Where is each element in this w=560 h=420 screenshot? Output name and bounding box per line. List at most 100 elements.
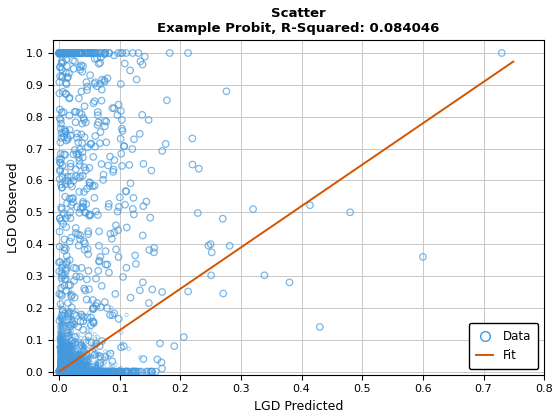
Point (59, 365, 68, 372)
Point (58, 368, 67, 375)
Point (56, 368, 65, 375)
Point (94, 368, 102, 375)
Point (62, 367, 71, 373)
Point (76, 352, 85, 359)
Point (79, 362, 88, 369)
Point (96, 353, 105, 360)
Point (67, 333, 76, 339)
Point (57, 360, 66, 367)
Point (63, 368, 72, 375)
Point (55, 368, 64, 375)
Point (69, 368, 78, 375)
Point (73, 368, 82, 375)
Point (69, 368, 78, 375)
Point (55, 368, 64, 375)
Point (66, 368, 74, 375)
Point (68, 368, 77, 375)
Point (64, 368, 73, 375)
Point (92, 55, 101, 62)
Point (57, 366, 66, 373)
Point (60, 368, 69, 375)
Point (70, 368, 79, 375)
Point (60, 367, 69, 374)
Point (91, 365, 100, 371)
Point (80, 335, 89, 341)
Point (63, 368, 72, 375)
Point (63, 368, 72, 375)
Point (82, 351, 91, 357)
Point (73, 368, 82, 375)
Point (58, 368, 67, 375)
Point (73, 368, 82, 375)
Point (72, 368, 81, 375)
Point (64, 368, 73, 375)
Point (55, 368, 64, 375)
Point (57, 368, 66, 375)
Point (57, 368, 66, 375)
Point (60, 368, 69, 375)
Point (55, 368, 64, 375)
Point (84, 368, 93, 375)
Point (63, 368, 72, 375)
Point (55, 359, 64, 366)
Point (56, 348, 65, 354)
Point (62, 368, 71, 375)
Point (63, 368, 72, 375)
Point (61, 368, 70, 375)
Point (66, 368, 75, 375)
Point (74, 368, 83, 375)
Point (57, 368, 66, 375)
Point (60, 368, 69, 375)
Point (57, 368, 66, 375)
Point (58, 368, 67, 375)
Point (62, 368, 71, 375)
Point (67, 50, 76, 56)
Point (56, 326, 65, 332)
Point (58, 368, 67, 375)
Point (56, 368, 65, 375)
Point (66, 368, 74, 375)
Point (69, 365, 78, 371)
Point (61, 368, 70, 375)
Point (58, 368, 67, 375)
Point (55, 368, 64, 375)
Point (64, 341, 73, 348)
Point (60, 362, 69, 369)
Point (58, 368, 67, 375)
Point (86, 327, 95, 334)
Point (57, 363, 66, 370)
Point (78, 368, 87, 375)
Point (68, 368, 77, 375)
Point (74, 368, 83, 375)
Point (60, 365, 69, 371)
Point (72, 368, 81, 375)
Point (57, 368, 66, 375)
Point (67, 368, 76, 375)
Point (57, 368, 66, 375)
Point (60, 368, 69, 375)
Point (114, 315, 123, 322)
Point (55, 368, 64, 375)
Point (56, 359, 65, 365)
Point (76, 368, 85, 375)
Point (58, 368, 67, 375)
Point (55, 368, 64, 375)
Point (64, 365, 73, 372)
Point (57, 360, 66, 367)
Point (55, 368, 64, 375)
Point (58, 368, 67, 375)
Point (68, 368, 77, 375)
Point (64, 368, 73, 375)
Point (71, 368, 80, 375)
Point (67, 340, 76, 347)
Point (74, 368, 83, 375)
Point (56, 368, 65, 375)
Point (56, 368, 65, 375)
Point (61, 352, 70, 359)
Point (63, 368, 72, 375)
Point (69, 365, 78, 372)
Point (59, 368, 68, 375)
Point (60, 368, 69, 375)
Point (74, 368, 83, 375)
Point (64, 368, 73, 375)
